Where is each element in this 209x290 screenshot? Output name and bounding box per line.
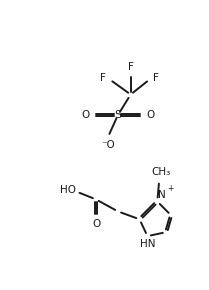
Text: F: F (128, 62, 134, 72)
Text: ⁻O: ⁻O (101, 140, 115, 150)
Text: S: S (114, 110, 121, 120)
Text: N: N (158, 190, 166, 200)
Text: CH₃: CH₃ (152, 167, 171, 177)
Text: F: F (100, 73, 106, 83)
Text: O: O (81, 110, 89, 120)
Text: HO: HO (60, 184, 76, 195)
Text: +: + (167, 184, 173, 193)
Text: O: O (92, 219, 100, 229)
Text: F: F (153, 73, 159, 83)
Text: HN: HN (140, 239, 155, 249)
Text: O: O (146, 110, 154, 120)
